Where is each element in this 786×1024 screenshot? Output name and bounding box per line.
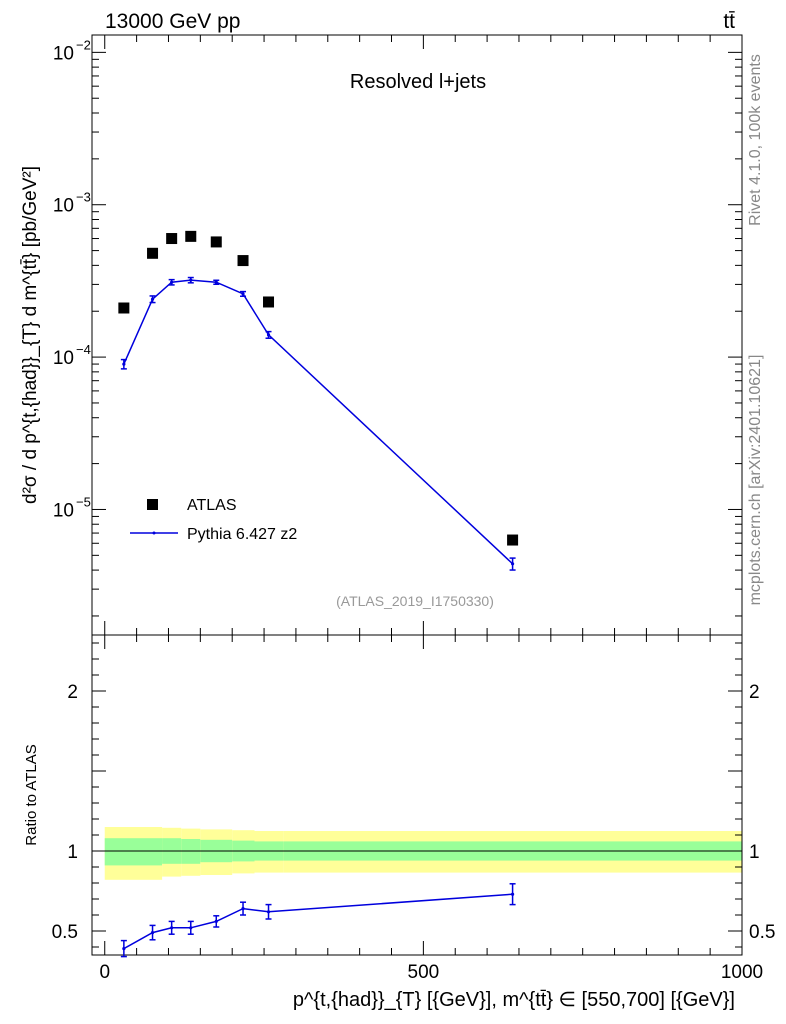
- y-tick-exponent: −4: [76, 342, 91, 357]
- main-y-axis-label: d²σ / d p^{t,{had}}_{T} d m^{tt̄} [pb/Ge…: [20, 166, 41, 504]
- ratio-axis-ticks: 0.5 0.5 1 1 2 2 0 500 1000: [52, 635, 775, 983]
- ratio-inner-band: [104, 838, 163, 866]
- atlas-point: [166, 233, 178, 245]
- ratio-frame: [91, 634, 743, 956]
- legend-pythia-marker: [152, 531, 156, 535]
- main-frame: [91, 34, 743, 636]
- legend-atlas-label: ATLAS: [187, 497, 237, 514]
- ratio-pythia-point: [170, 926, 174, 930]
- pythia-point: [189, 278, 193, 282]
- x-axis-label: p^{t,{had}}_{T} [{GeV}], m^{tt̄} ∈ [550,…: [293, 989, 735, 1011]
- atlas-series: [118, 230, 519, 546]
- ratio-y-tick-label-right: 1: [749, 842, 760, 863]
- pythia-point: [170, 280, 174, 284]
- atlas-point: [118, 302, 130, 314]
- y-tick-exponent: −2: [76, 37, 91, 52]
- atlas-point: [210, 236, 222, 248]
- pythia-point: [241, 292, 245, 296]
- ratio-panel: 0.5 0.5 1 1 2 2 0 500 1000 Ratio to ATLAS p^{t,{…: [23, 634, 775, 1011]
- ratio-pythia-point: [122, 947, 126, 951]
- atlas-point: [263, 296, 275, 308]
- pythia-line: [123, 279, 514, 565]
- ratio-y-tick-label: 0.5: [52, 922, 78, 943]
- x-tick-label: 0: [99, 962, 110, 983]
- y-tick-label: 10: [53, 43, 74, 64]
- ratio-pythia-point: [266, 910, 271, 914]
- ratio-pythia-point: [510, 892, 515, 896]
- plot-title: Resolved l+jets: [350, 71, 486, 93]
- ratio-y-axis-label: Ratio to ATLAS: [23, 744, 40, 845]
- x-tick-label: 1000: [721, 962, 763, 983]
- ratio-pythia-point: [214, 919, 218, 924]
- legend-atlas-marker: [147, 499, 158, 510]
- pythia-point: [510, 562, 515, 566]
- analysis-id-label: (ATLAS_2019_I1750330): [336, 593, 494, 609]
- ratio-y-tick-label: 2: [67, 682, 78, 703]
- atlas-point: [507, 534, 519, 546]
- process-label: tt̄: [723, 10, 735, 33]
- x-tick-label: 500: [408, 962, 440, 983]
- ratio-uncertainty-bands: [104, 827, 742, 880]
- pythia-point: [150, 297, 155, 301]
- atlas-point: [237, 255, 249, 267]
- ratio-y-tick-label-right: 2: [749, 682, 760, 703]
- y-tick-label: 10: [53, 348, 74, 369]
- main-axis-ticks: 10−510−410−310−2: [53, 35, 743, 635]
- pythia-point: [214, 280, 218, 284]
- pythia-series: [120, 276, 516, 571]
- y-tick-label: 10: [53, 196, 74, 217]
- y-tick-exponent: −3: [76, 190, 91, 205]
- legend: ATLAS Pythia 6.427 z2: [130, 497, 297, 543]
- energy-label: 13000 GeV pp: [105, 10, 240, 33]
- pythia-point: [266, 333, 271, 337]
- ratio-pythia-line: [123, 893, 513, 950]
- ratio-y-tick-label: 1: [67, 842, 78, 863]
- ratio-pythia-point: [241, 907, 245, 911]
- atlas-point: [147, 247, 159, 259]
- pythia-point: [122, 362, 126, 366]
- ratio-y-tick-label-right: 0.5: [749, 922, 775, 943]
- y-tick-exponent: −5: [76, 494, 91, 509]
- ratio-pythia-point: [189, 926, 193, 930]
- atlas-point: [185, 230, 197, 242]
- ratio-pythia-point: [150, 931, 155, 935]
- main-panel: 10−510−410−310−2 Resolved l+jets (ATLAS_…: [20, 34, 743, 636]
- y-tick-label: 10: [53, 500, 74, 521]
- rivet-version-label: Rivet 4.1.0, 100k events: [747, 54, 764, 226]
- mcplots-site-label: mcplots.cern.ch [arXiv:2401.10621]: [747, 355, 764, 606]
- ratio-pythia-series: [120, 883, 516, 958]
- legend-pythia-label: Pythia 6.427 z2: [187, 526, 297, 543]
